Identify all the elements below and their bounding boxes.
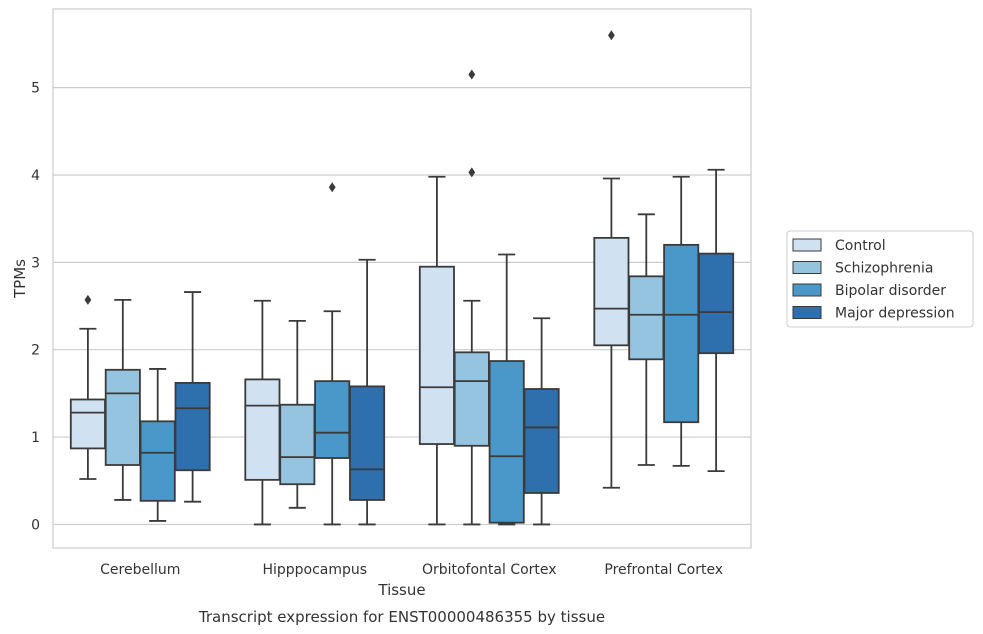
legend-swatch (792, 261, 822, 274)
legend-label: Bipolar disorder (835, 283, 946, 299)
y-tick-label: 1 (31, 430, 40, 446)
box (174, 381, 211, 472)
x-tick-label: Prefrontal Cortex (604, 562, 723, 578)
box-group (349, 258, 386, 526)
x-axis-label: Tissue (377, 581, 425, 599)
box (314, 380, 351, 459)
y-tick-label: 0 (31, 517, 40, 533)
box (698, 252, 735, 355)
x-tick-label: Orbitofontal Cortex (422, 562, 557, 578)
chart-caption: Transcript expression for ENST0000048635… (198, 608, 605, 626)
legend: Control Schizophrenia Bipolar disorder Majo… (786, 230, 974, 328)
y-tick-label: 4 (31, 168, 40, 184)
box-group (663, 175, 700, 467)
box (69, 398, 106, 450)
box-group (174, 291, 211, 503)
box-group (418, 175, 455, 526)
outlier-point (84, 294, 92, 305)
box (104, 368, 141, 466)
box (663, 243, 700, 424)
y-tick-label: 2 (31, 343, 40, 359)
box (279, 403, 316, 486)
box-group (698, 168, 735, 473)
box-group (593, 30, 630, 489)
box-group (279, 319, 316, 509)
plot-frame (52, 8, 752, 549)
outlier-point (328, 182, 336, 193)
box (418, 265, 455, 445)
legend-swatch (792, 238, 822, 252)
box (453, 351, 490, 447)
box-group (69, 294, 106, 480)
box (593, 236, 630, 347)
outlier-point (468, 69, 476, 80)
box-group (244, 299, 281, 526)
box-group (523, 317, 560, 526)
legend-swatch (792, 283, 822, 297)
box (523, 388, 560, 494)
outlier-point (608, 30, 615, 41)
box-group (453, 69, 490, 526)
box-group (488, 253, 525, 526)
x-tick-label: Hipppocampus (262, 562, 367, 578)
legend-frame (786, 230, 974, 328)
box-group (628, 213, 665, 466)
box-group (139, 368, 176, 522)
box (139, 420, 176, 502)
box (349, 385, 386, 501)
box-group (314, 182, 351, 526)
y-tick-label: 3 (31, 255, 40, 271)
box-group (104, 299, 141, 501)
legend-swatch (792, 306, 822, 319)
box (628, 275, 665, 361)
y-tick-label: 5 (31, 81, 40, 97)
box (488, 360, 525, 524)
y-axis-label: TPMs (11, 259, 29, 299)
legend-label: Schizophrenia (835, 261, 933, 277)
box (244, 378, 281, 481)
legend-label: Major depression (835, 306, 955, 322)
outlier-point (468, 167, 476, 178)
legend-label: Control (835, 238, 886, 254)
x-tick-label: Cerebellum (100, 562, 180, 578)
